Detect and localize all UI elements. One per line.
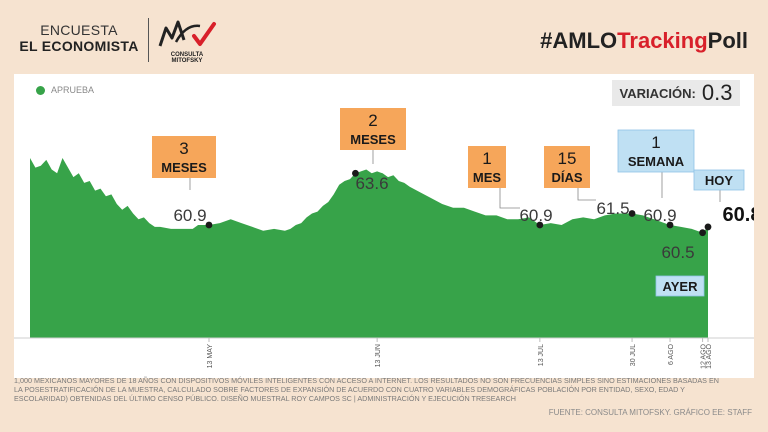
annotation-box-text: 1	[651, 133, 660, 152]
annotation-box-text: 2	[368, 111, 377, 130]
annotation-box-2m	[340, 108, 406, 150]
annotation-box-text: 1	[482, 149, 491, 168]
annotation-box-text: 15	[558, 149, 577, 168]
brand: ENCUESTA EL ECONOMISTA	[18, 22, 140, 54]
data-point-1w	[666, 221, 674, 229]
legend-label: APRUEBA	[51, 85, 95, 95]
data-point-15d	[628, 210, 636, 217]
x-tick-label: 6 AGO	[668, 343, 675, 365]
annotation-box-text: MESES	[161, 160, 207, 175]
data-point-ayer	[699, 229, 706, 237]
annotation-value-1m: 60.9	[519, 206, 552, 225]
x-tick-label: 30 JUL	[630, 344, 637, 366]
annotation-box-1m	[468, 146, 506, 188]
annotation-value-15d: 61.5	[596, 199, 629, 218]
annotation-value-ayer: 60.5	[661, 243, 694, 262]
mitofsky-logo: CONSULTA MITOFSKY	[156, 16, 218, 64]
annotation-box-text: 3	[179, 139, 188, 158]
annotation-leader	[577, 188, 596, 201]
approval-area	[30, 158, 708, 338]
data-point-2m	[352, 169, 359, 177]
x-tick-label: 12 AGO	[701, 343, 708, 368]
annotation-box-text: MESES	[350, 132, 396, 147]
logo-mark-icon	[158, 20, 216, 47]
legend-dot	[36, 85, 45, 95]
source-note: FUENTE: CONSULTA MITOFSKY. GRÁFICO EE: S…	[548, 408, 752, 417]
variation-box: VARIACIÓN: 0.3	[612, 80, 740, 106]
hashtag-title: #AMLOTrackingPoll	[540, 28, 748, 54]
annotation-box-text: HOY	[705, 173, 734, 188]
brand-line1: ENCUESTA	[40, 22, 118, 38]
logo-text: CONSULTA MITOFSKY	[170, 52, 204, 64]
annotation-box-text: MES	[473, 170, 502, 185]
variation-value: 0.3	[701, 80, 733, 105]
annotation-box-1w	[617, 129, 695, 173]
hashtag-highlight: Tracking	[617, 28, 708, 53]
annotation-box-3m	[152, 136, 216, 178]
hashtag-prefix: #AMLO	[540, 28, 618, 53]
annotation-box-15d	[544, 146, 590, 188]
annotation-box-text: AYER	[663, 279, 699, 294]
x-tick-label: 13 JUN	[375, 344, 382, 367]
annotation-value-3m: 60.9	[173, 206, 206, 225]
annotation-box-text: DÍAS	[551, 170, 582, 185]
brand-line2: EL ECONOMISTA	[19, 38, 139, 54]
hashtag-suffix: Poll	[707, 28, 748, 53]
data-point-hoy	[704, 223, 712, 231]
annotation-box-ayer	[655, 275, 705, 297]
header: ENCUESTA EL ECONOMISTA CONSULTA MITOFSKY…	[0, 0, 768, 72]
brand-divider	[148, 18, 149, 62]
x-tick-label: 13 MAY	[207, 344, 214, 369]
data-point-3m	[205, 221, 213, 229]
chart-panel: 13 MAY 13 JUN 13 JUL 30 JUL 6 AGO 12 AGO 13 AG…	[14, 74, 754, 378]
methodology-note: 1,000 MEXICANOS MAYORES DE 18 AÑOS CON D…	[14, 376, 719, 403]
annotation-box-hoy	[693, 169, 745, 191]
annotation-box-text: SEMANA	[628, 154, 685, 169]
annotation-leader	[499, 188, 520, 209]
annotation-value-2m: 63.6	[355, 174, 388, 193]
variation-label: VARIACIÓN:	[619, 85, 696, 101]
data-point-1m	[536, 221, 544, 229]
x-tick-label: 13 JUL	[538, 344, 545, 366]
x-tick-label: 13 AGO	[706, 343, 713, 368]
annotation-value-hoy: 60.8	[723, 204, 754, 226]
legend: APRUEBA	[36, 85, 94, 95]
annotation-value-1w: 60.9	[643, 206, 676, 225]
